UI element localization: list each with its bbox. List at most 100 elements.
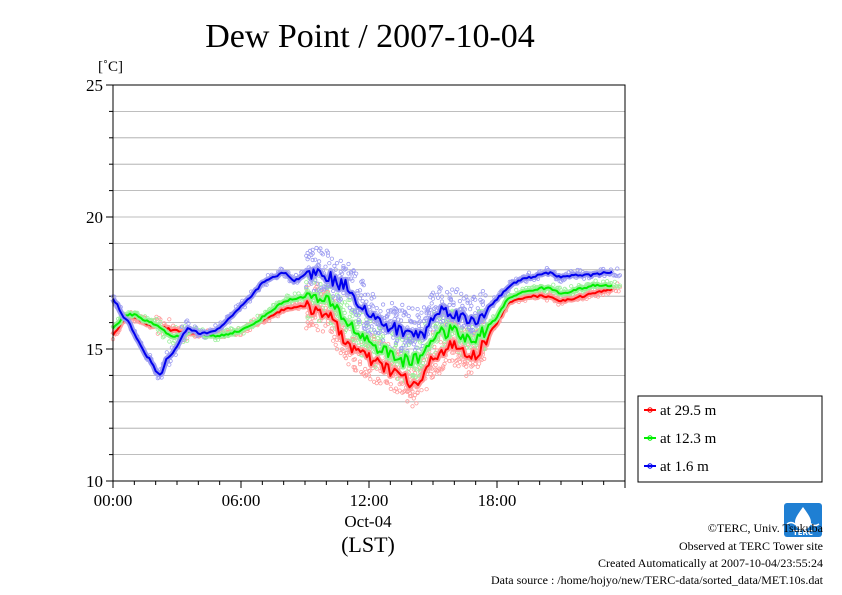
legend-label: at 1.6 m [660, 459, 709, 475]
wave-icon [786, 521, 820, 527]
sample-point [418, 319, 423, 324]
sample-point [180, 324, 185, 329]
x-tick-label: 12:00 [350, 491, 389, 510]
sample-point [351, 268, 356, 274]
sample-point [424, 387, 429, 392]
sample-point [346, 261, 351, 267]
sample-point [393, 343, 398, 348]
sample-point [447, 302, 452, 307]
sample-point [310, 322, 315, 327]
sample-point [551, 282, 556, 287]
sample-point [428, 371, 433, 376]
sample-point [617, 283, 623, 288]
sample-point [314, 323, 319, 328]
sample-point [406, 305, 411, 310]
sample-point [469, 370, 474, 375]
sample-point [354, 312, 359, 317]
sample-point [455, 357, 460, 363]
sample-point [419, 310, 424, 315]
sample-point [434, 321, 439, 327]
sample-point [348, 271, 354, 276]
sample-point [469, 303, 474, 308]
sample-point [429, 366, 434, 371]
sample-point [395, 338, 400, 343]
water-drop-icon [795, 507, 811, 530]
sample-point [467, 345, 473, 350]
sample-point [450, 358, 455, 363]
sample-point [334, 260, 340, 266]
sample-point [373, 330, 378, 335]
sample-point [185, 338, 190, 343]
sample-point [465, 298, 470, 303]
sample-point [439, 294, 445, 299]
sample-point [441, 366, 446, 371]
legend-marker [647, 463, 653, 469]
sample-point [457, 298, 462, 304]
sample-point [575, 267, 580, 273]
sample-point [354, 368, 359, 373]
sample-point [329, 256, 334, 261]
sample-point [429, 301, 434, 306]
sample-point [363, 326, 368, 331]
sample-point [415, 306, 420, 312]
sample-point [612, 279, 617, 284]
sample-point [352, 309, 357, 314]
y-tick-label: 15 [86, 340, 103, 359]
sample-point [406, 313, 411, 319]
legend-marker [647, 435, 653, 441]
sample-point [447, 292, 452, 297]
sample-point [412, 320, 418, 325]
sample-point [432, 344, 437, 349]
sample-point [421, 305, 427, 310]
sample-point [345, 303, 350, 308]
sample-point [388, 386, 393, 391]
sample-point [310, 251, 315, 256]
sample-point [433, 325, 438, 330]
sample-point [473, 311, 478, 316]
sample-point [364, 342, 369, 347]
sample-point [410, 389, 415, 394]
y-tick-label: 25 [86, 76, 103, 95]
sample-point [412, 339, 418, 344]
sample-point [410, 404, 415, 409]
sample-point [433, 362, 438, 368]
sample-point [395, 312, 400, 317]
sample-point [331, 338, 336, 343]
sample-point [464, 364, 469, 369]
sample-point [371, 335, 377, 340]
sample-point [329, 326, 334, 331]
legend-marker [647, 407, 653, 413]
sample-point [389, 300, 395, 306]
sample-point [158, 319, 163, 325]
sample-point [442, 361, 447, 366]
sample-point [363, 374, 368, 379]
sample-point [402, 388, 407, 393]
sample-point [339, 271, 345, 276]
sample-point [350, 314, 355, 319]
sample-point [473, 297, 478, 302]
grid-lines [113, 111, 625, 456]
sample-point [319, 287, 324, 292]
sample-point [419, 388, 424, 393]
sample-point [384, 379, 389, 384]
sample-point [414, 345, 419, 350]
legend-box [637, 395, 823, 483]
sample-point [455, 287, 460, 292]
sample-point [305, 257, 310, 262]
sample-point [483, 293, 488, 298]
sample-point [365, 320, 370, 325]
sample-point [403, 338, 409, 343]
sample-point [373, 365, 378, 370]
sample-point [347, 297, 352, 302]
sample-point [310, 257, 315, 263]
sample-point [158, 317, 163, 322]
sample-point [409, 393, 414, 398]
sample-point [403, 343, 409, 348]
sample-point [395, 308, 400, 313]
sample-point [414, 401, 419, 406]
sample-point [334, 346, 340, 352]
sample-point [361, 282, 366, 288]
sample-point [318, 246, 323, 251]
legend-label: at 12.3 m [660, 431, 717, 447]
sample-point [313, 257, 318, 262]
